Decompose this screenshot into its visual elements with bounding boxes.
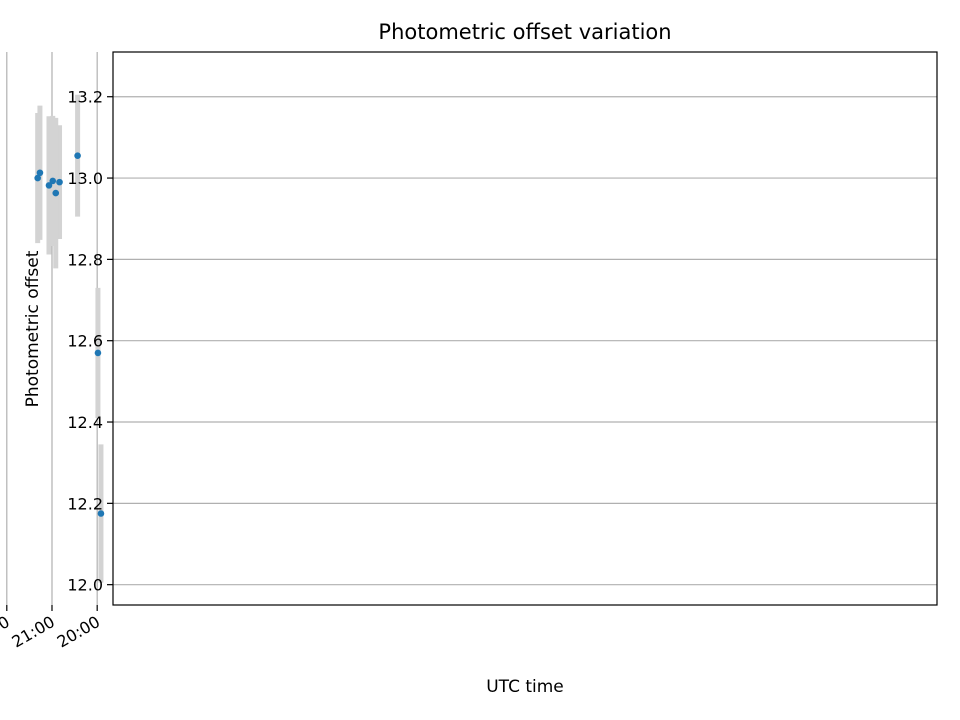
chart-title: Photometric offset variation bbox=[378, 20, 671, 44]
y-tick-label: 13.2 bbox=[67, 88, 103, 107]
y-tick-label: 12.0 bbox=[67, 576, 103, 595]
data-point bbox=[97, 510, 105, 517]
y-axis-label: Photometric offset bbox=[23, 250, 43, 407]
grid bbox=[6, 52, 937, 605]
y-tick-label: 12.6 bbox=[67, 332, 103, 351]
data-point bbox=[74, 152, 81, 159]
data-point bbox=[36, 169, 44, 177]
data-point bbox=[52, 189, 60, 197]
x-tick-label: 22:00 bbox=[0, 612, 13, 652]
data-points bbox=[34, 152, 105, 517]
data-point bbox=[56, 178, 63, 186]
plot-frame bbox=[112, 51, 938, 606]
x-axis-label: UTC time bbox=[486, 677, 564, 697]
x-tick-label: 21:00 bbox=[9, 612, 58, 652]
y-axis-ticks: 12.0 12.2 12.4 12.6 12.8 13.0 13.2 bbox=[67, 88, 113, 595]
data-point bbox=[34, 174, 41, 182]
data-point bbox=[45, 182, 53, 189]
y-tick-label: 12.2 bbox=[67, 494, 103, 513]
data-point bbox=[94, 349, 102, 357]
x-tick-label: 20:00 bbox=[54, 612, 103, 652]
y-tick-label: 13.0 bbox=[67, 169, 103, 188]
y-tick-label: 12.8 bbox=[67, 250, 103, 269]
y-tick-label: 12.4 bbox=[67, 413, 103, 432]
data-point bbox=[49, 177, 57, 185]
